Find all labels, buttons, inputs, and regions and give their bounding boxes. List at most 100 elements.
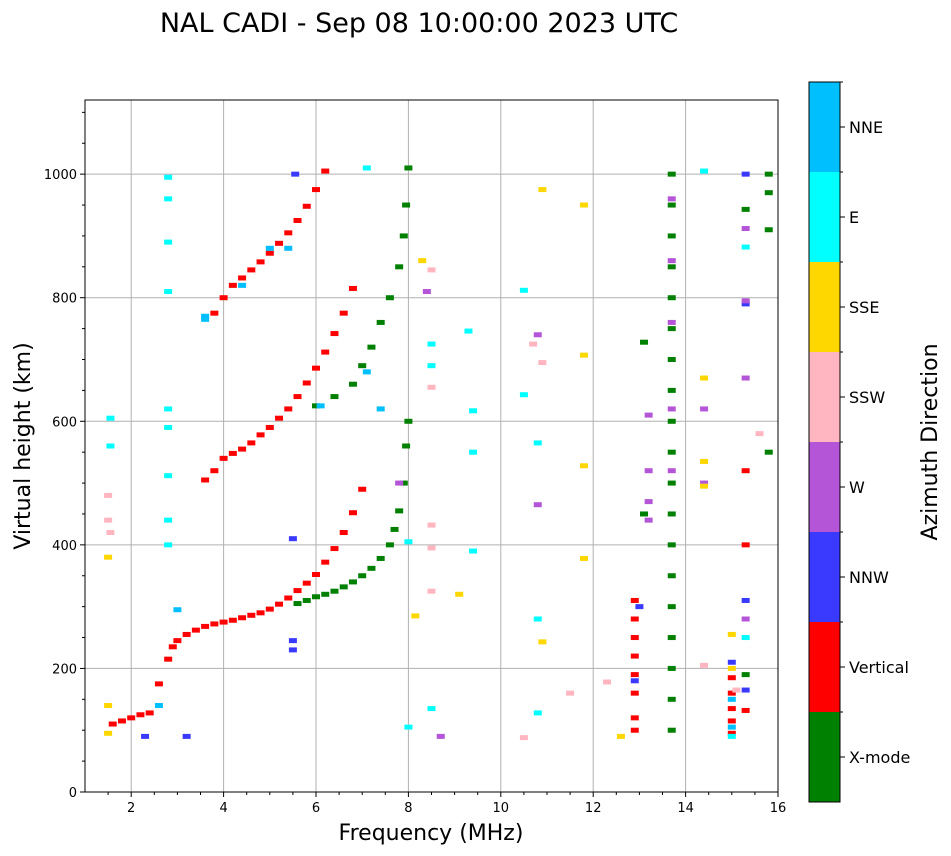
echo-point-vertical [164, 656, 173, 662]
echo-point-x-mode [330, 588, 339, 594]
echo-point-e [164, 239, 173, 245]
echo-point-e [464, 328, 473, 334]
echo-point-e [427, 341, 436, 347]
echo-point-w [533, 332, 542, 338]
echo-point-vertical [339, 530, 348, 535]
echo-point-vertical [302, 203, 311, 209]
echo-point-vertical [630, 727, 639, 733]
echo-point-sse [104, 703, 113, 708]
echo-point-vertical [145, 710, 154, 716]
echo-point-vertical [293, 588, 302, 594]
echo-point-w [741, 375, 750, 381]
echo-point-vertical [741, 542, 750, 548]
echo-point-w [700, 480, 709, 486]
echo-point-x-mode [764, 190, 773, 196]
echo-point-x-mode [667, 171, 676, 177]
echo-point-vertical [630, 653, 639, 659]
echo-point-w [667, 406, 676, 412]
echo-point-x-mode [667, 573, 676, 579]
echo-point-ssw [104, 492, 113, 498]
echo-point-x-mode [367, 344, 376, 350]
echo-point-vertical [210, 468, 219, 474]
echo-point-ssw [732, 687, 741, 693]
echo-point-vertical [630, 616, 639, 622]
echo-point-x-mode [667, 696, 676, 702]
echo-point-vertical [630, 672, 639, 678]
echo-point-vertical [275, 601, 284, 607]
x-tick-label: 8 [404, 801, 412, 816]
echo-point-vertical [321, 559, 330, 565]
echo-point-w [644, 468, 653, 474]
echo-point-x-mode [667, 665, 676, 671]
echo-point-x-mode [404, 165, 413, 171]
echo-point-x-mode [667, 202, 676, 208]
echo-point-x-mode [764, 227, 773, 233]
x-tick-label: 14 [677, 801, 694, 816]
echo-point-x-mode [348, 579, 357, 585]
echo-point-nne [154, 703, 163, 708]
echo-point-w [741, 616, 750, 622]
echo-point-vertical [293, 394, 302, 400]
echo-point-vertical [293, 217, 302, 223]
echo-point-sse [411, 613, 420, 619]
echo-point-w [644, 412, 653, 418]
echo-point-vertical [330, 331, 339, 337]
echo-point-nnw [141, 733, 150, 739]
echo-point-vertical [727, 675, 736, 681]
echo-point-sse [616, 733, 625, 739]
echo-point-ssw [603, 679, 612, 685]
echo-point-vertical [228, 450, 237, 456]
echo-point-e [427, 363, 436, 369]
echo-point-vertical [339, 310, 348, 316]
echo-point-nnw [182, 733, 191, 739]
echo-point-nne [238, 282, 247, 288]
echo-point-nnw [635, 604, 644, 610]
echo-point-vertical [247, 612, 256, 618]
echo-point-e [164, 289, 173, 295]
echo-point-ssw [427, 545, 436, 551]
colorbar-label: Azimuth Direction [918, 343, 943, 540]
echo-point-sse [538, 187, 547, 193]
echo-point-ssw [104, 517, 113, 523]
echo-point-e [164, 196, 173, 202]
echo-point-vertical [284, 406, 293, 412]
echo-point-vertical [191, 627, 200, 633]
echo-point-ssw [700, 662, 709, 668]
echo-point-vertical [630, 690, 639, 696]
echo-point-e [469, 548, 478, 554]
echo-point-x-mode [399, 480, 408, 486]
echo-point-vertical [219, 455, 228, 461]
colorbar-label-x-mode: X-mode [849, 748, 910, 767]
echo-point-vertical [256, 259, 265, 265]
echo-point-e [404, 724, 413, 730]
echo-point-vertical [238, 275, 247, 281]
echo-point-ssw [529, 341, 538, 347]
echo-point-nne [316, 403, 325, 409]
echo-point-vertical [312, 187, 320, 193]
echo-point-x-mode [302, 597, 311, 603]
grid [85, 100, 779, 793]
echo-point-e [533, 616, 542, 622]
echo-point-x-mode [667, 604, 676, 610]
echo-point-ssw [427, 522, 436, 528]
echo-point-vertical [321, 349, 330, 355]
colorbar-label-vertical: Vertical [849, 658, 909, 677]
echo-point-vertical [312, 365, 320, 371]
echo-point-x-mode [640, 339, 649, 345]
echo-point-vertical [182, 631, 191, 637]
colorbar-segment [809, 262, 840, 352]
echo-point-nne [727, 696, 736, 702]
y-tick-label: 400 [52, 539, 77, 554]
echo-point-sse [727, 631, 736, 637]
echo-point-vertical [358, 486, 367, 492]
echo-point-nnw [288, 647, 297, 653]
echo-point-x-mode [395, 508, 404, 514]
x-tick-label: 6 [312, 801, 320, 816]
x-axis-ticks: 2 4 6 8 10 12 14 16 [107, 792, 786, 816]
echo-point-w [667, 258, 676, 264]
echo-point-e [427, 706, 436, 712]
y-tick-label: 800 [52, 292, 77, 307]
colorbar: X-mode Vertical NNW W SSW SSE E NNE [808, 81, 910, 803]
echo-point-x-mode [312, 594, 320, 600]
echo-point-w [667, 468, 676, 474]
